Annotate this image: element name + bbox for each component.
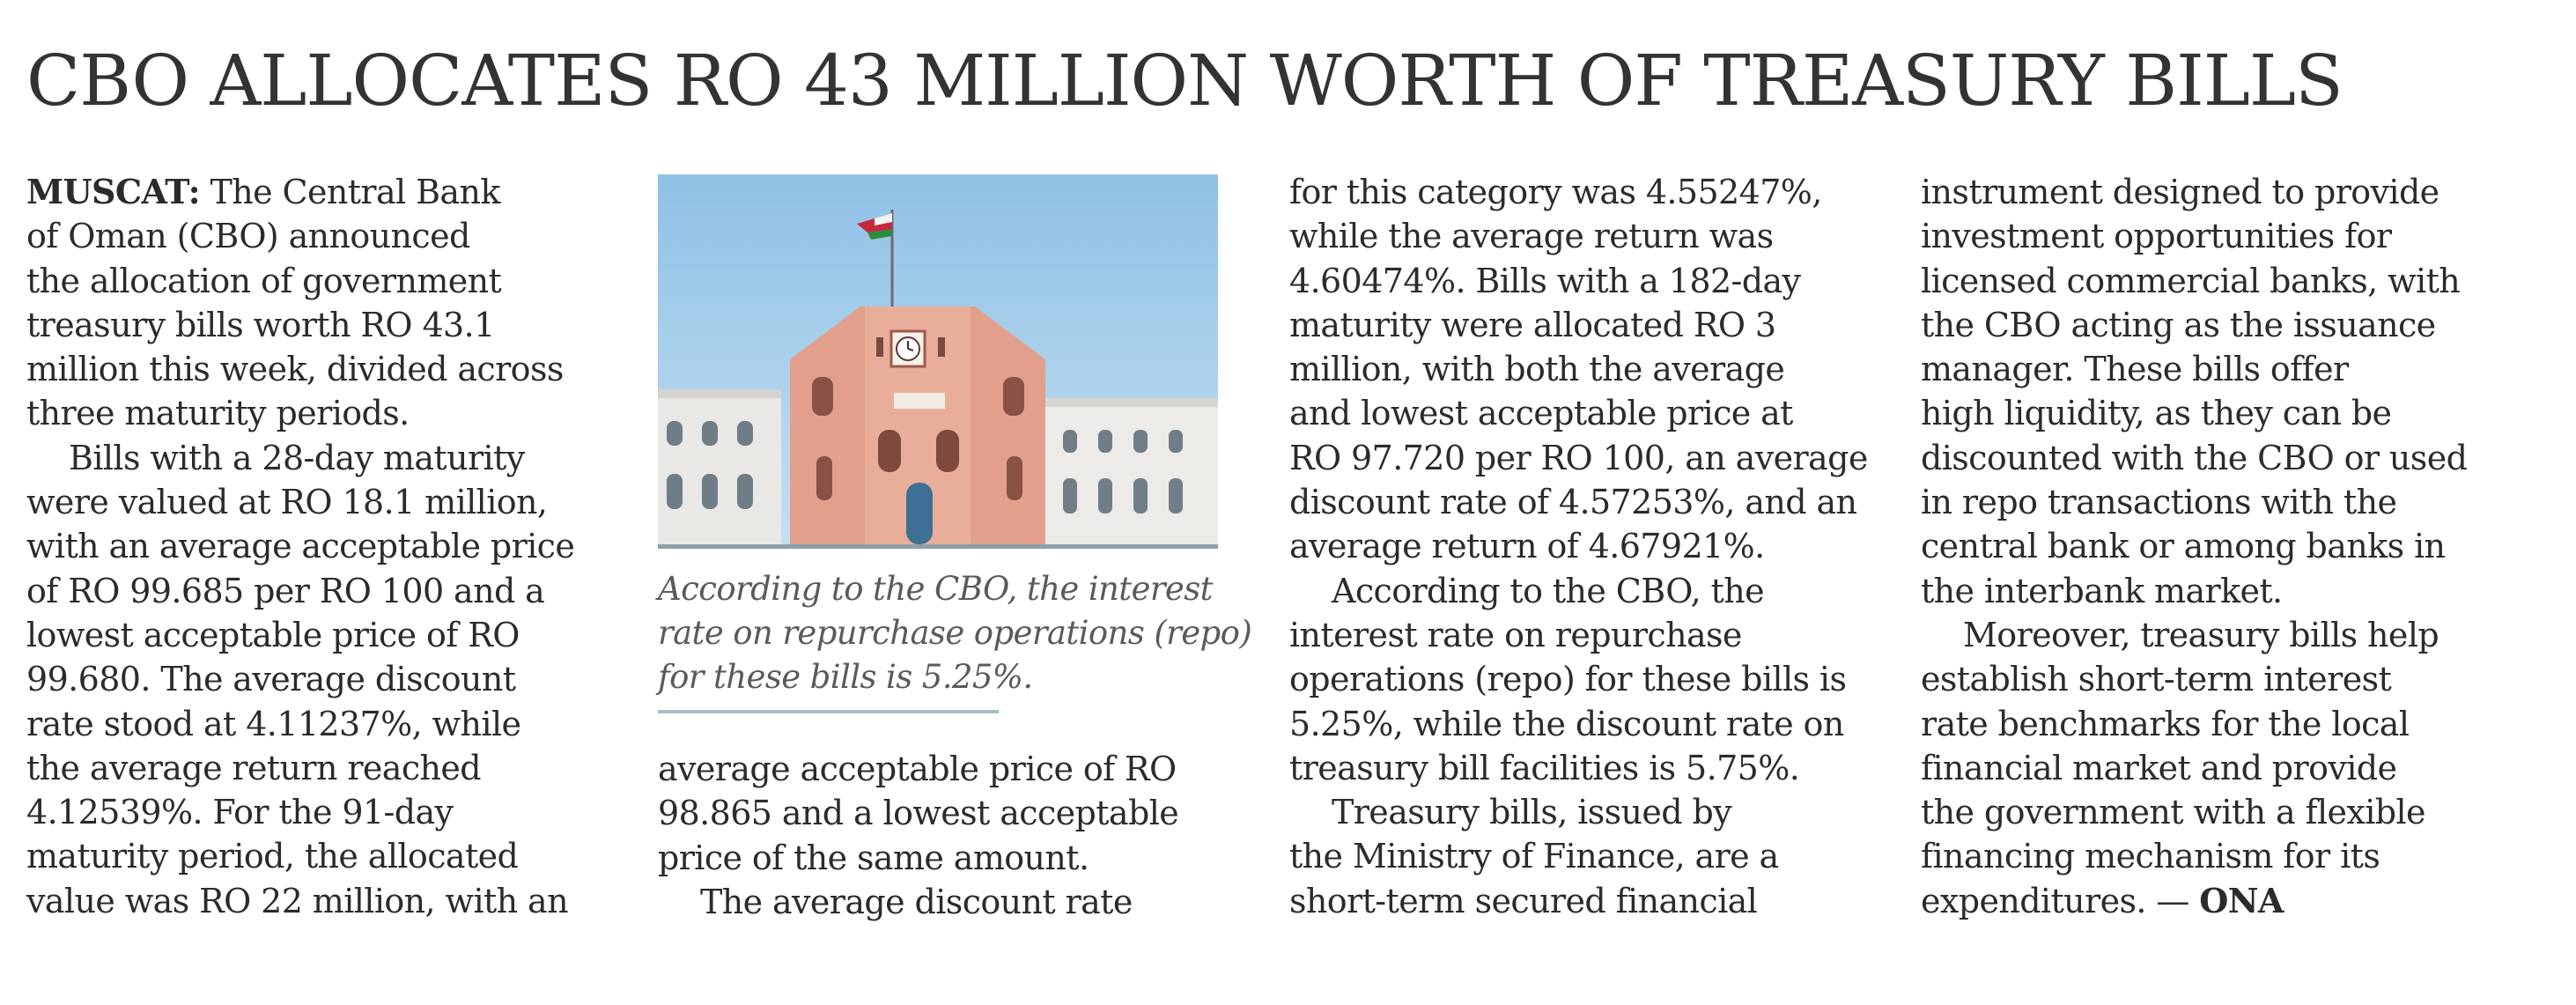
text-line: million this week, divided across: [26, 350, 564, 389]
text-line: value was RO 22 million, with an: [26, 881, 569, 920]
text-line: discount rate of 4.57253%, and an: [1289, 483, 1857, 522]
text-line: According to the CBO, the: [1332, 571, 1765, 610]
article-photo: [658, 174, 1218, 544]
text-line: Bills with a 28-day maturity: [69, 438, 525, 477]
text-line: 5.25%, while the discount rate on: [1289, 704, 1844, 743]
text-line: MUSCAT: The Central Bank: [26, 172, 500, 211]
text-line: expenditures. — ONA: [1921, 880, 2284, 920]
text-line: instrument designed to provide: [1921, 173, 2439, 211]
text-line: the interbank market.: [1921, 571, 2283, 610]
text-line: the average return reached: [26, 748, 482, 787]
text-line: the Ministry of Finance, are a: [1289, 837, 1779, 876]
text-line: The average discount rate: [700, 882, 1133, 921]
byline-credit: ONA: [2199, 880, 2284, 920]
photo-caption: According to the CBO, the interest rate …: [658, 567, 1252, 699]
text-line: RO 97.720 per RO 100, an average: [1289, 438, 1868, 477]
central-bank-building-photo: [658, 174, 1218, 544]
text-line: million, with both the average: [1289, 350, 1785, 389]
caption-line: for these bills is 5.25%.: [658, 658, 1033, 696]
text-line: the CBO acting as the issuance: [1921, 305, 2436, 344]
article-column-2: average acceptable price of RO 98.865 an…: [658, 747, 1179, 924]
text-line: financial market and provide: [1921, 748, 2397, 787]
text-line: maturity were allocated RO 3: [1289, 305, 1776, 344]
text-line: lowest acceptable price of RO: [26, 615, 520, 654]
text-line: 99.680. The average discount: [26, 660, 516, 699]
caption-line: According to the CBO, the interest: [658, 570, 1213, 608]
text-line: Treasury bills, issued by: [1332, 793, 1732, 832]
text-line: Moreover, treasury bills help: [1963, 615, 2439, 654]
dateline: MUSCAT:: [26, 172, 201, 211]
text-line: investment opportunities for: [1921, 217, 2392, 256]
text-line: short-term secured financial: [1289, 881, 1758, 920]
text-line: average return of 4.67921%.: [1289, 527, 1765, 566]
text-line: rate stood at 4.11237%, while: [26, 704, 521, 743]
text-line: establish short-term interest: [1921, 660, 2392, 699]
text-line: operations (repo) for these bills is: [1289, 660, 1847, 699]
text-line: financing mechanism for its: [1921, 837, 2380, 876]
caption-line: rate on repurchase operations (repo): [658, 614, 1252, 652]
photo-divider: [658, 544, 1218, 549]
text-line: the government with a flexible: [1921, 793, 2426, 832]
text-line: of RO 99.685 per RO 100 and a: [26, 571, 545, 610]
text-line: and lowest acceptable price at: [1289, 394, 1793, 433]
article-column-4: instrument designed to provide investmen…: [1921, 170, 2468, 923]
text-line: licensed commercial banks, with: [1921, 261, 2461, 300]
text-line: price of the same amount.: [658, 838, 1089, 877]
text-line: three maturity periods.: [26, 394, 410, 433]
text-line: treasury bills worth RO 43.1: [26, 305, 495, 344]
article-column-1: MUSCAT: The Central Bank of Oman (CBO) a…: [26, 170, 575, 923]
text-line: with an average acceptable price: [26, 527, 575, 566]
text-line: treasury bill facilities is 5.75%.: [1289, 748, 1800, 787]
text-line: 98.865 and a lowest acceptable: [658, 794, 1179, 833]
text-line: discounted with the CBO or used: [1921, 438, 2468, 477]
text-line: average acceptable price of RO: [658, 750, 1177, 788]
text-line: for this category was 4.55247%,: [1289, 173, 1822, 211]
text-line: were valued at RO 18.1 million,: [26, 483, 548, 522]
text-line: while the average return was: [1289, 217, 1774, 256]
text-line: the allocation of government: [26, 261, 502, 300]
text-line: high liquidity, as they can be: [1921, 394, 2392, 433]
text-line: of Oman (CBO) announced: [26, 217, 470, 256]
text-line: 4.60474%. Bills with a 182-day: [1289, 261, 1801, 300]
caption-divider: [658, 710, 999, 713]
text-line: central bank or among banks in: [1921, 527, 2446, 566]
text-line: rate benchmarks for the local: [1921, 704, 2410, 743]
text-line: maturity period, the allocated: [26, 837, 519, 876]
article-column-3: for this category was 4.55247%, while th…: [1289, 170, 1868, 923]
headline: CBO ALLOCATES RO 43 MILLION WORTH OF TRE…: [26, 40, 2343, 122]
text-line: manager. These bills offer: [1921, 350, 2349, 389]
text-line: interest rate on repurchase: [1289, 615, 1742, 654]
text-line: 4.12539%. For the 91-day: [26, 793, 454, 832]
text-line: in repo transactions with the: [1921, 483, 2397, 522]
